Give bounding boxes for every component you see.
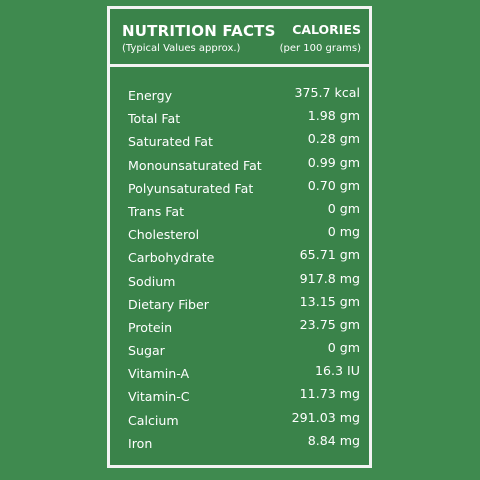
- nutrient-row-calcium: Calcium 291.03 mg: [128, 407, 360, 430]
- nutrient-value: 917.8 mg: [299, 270, 360, 286]
- nutrient-row-iron: Iron 8.84 mg: [128, 430, 360, 453]
- nutrition-subtitle: (Typical Values approx.): [122, 43, 241, 54]
- nutrient-name: Energy: [128, 88, 173, 103]
- nutrient-value: 0 gm: [327, 200, 360, 216]
- nutrient-row-energy: Energy 375.7 kcal: [128, 82, 360, 105]
- nutrient-value: 291.03 mg: [291, 409, 360, 425]
- nutrient-name: Carbohydrate: [128, 250, 215, 266]
- nutrient-name: Protein: [128, 319, 173, 335]
- nutrient-value: 0.70 gm: [307, 177, 360, 193]
- nutrient-row-carbohydrate: Carbohydrate 65.71 gm: [128, 244, 360, 267]
- nutrient-value: 0 mg: [327, 224, 360, 240]
- nutrient-row-vitamin-a: Vitamin-A 16.3 IU: [128, 360, 360, 383]
- nutrition-title: NUTRITION FACTS: [122, 22, 276, 40]
- nutrient-name: Iron: [128, 435, 153, 451]
- nutrient-name: Total Fat: [128, 111, 181, 127]
- nutrient-name: Vitamin-A: [128, 366, 190, 382]
- nutrient-name: Sugar: [128, 343, 165, 359]
- nutrient-name: Vitamin-C: [128, 389, 190, 405]
- nutrient-value: 65.71 gm: [299, 247, 360, 263]
- nutrient-name: Cholesterol: [128, 227, 200, 243]
- nutrition-facts-panel: NUTRITION FACTS (Typical Values approx.)…: [107, 6, 372, 468]
- nutrient-value: 375.7 kcal: [294, 85, 361, 100]
- nutrient-row-saturated-fat: Saturated Fat 0.28 gm: [128, 128, 360, 151]
- nutrient-value: 0.28 gm: [307, 131, 360, 147]
- nutrient-row-cholesterol: Cholesterol 0 mg: [128, 221, 360, 244]
- nutrient-name: Sodium: [128, 273, 176, 289]
- nutrient-value: 0 gm: [327, 340, 360, 356]
- nutrient-value: 1.98 gm: [307, 108, 360, 124]
- nutrient-value: 0.99 gm: [307, 154, 360, 170]
- nutrient-name: Trans Fat: [128, 203, 185, 219]
- calories-subtitle: (per 100 grams): [279, 43, 361, 54]
- nutrient-name: Monounsaturated Fat: [128, 157, 262, 173]
- nutrient-row-trans-fat: Trans Fat 0 gm: [128, 198, 360, 221]
- nutrient-value: 23.75 gm: [299, 316, 360, 332]
- nutrient-name: Calcium: [128, 412, 179, 428]
- nutrient-row-dietary-fiber: Dietary Fiber 13.15 gm: [128, 291, 360, 314]
- nutrient-row-polyunsaturated-fat: Polyunsaturated Fat 0.70 gm: [128, 175, 360, 198]
- nutrient-name: Saturated Fat: [128, 134, 213, 150]
- nutrient-list: Energy 375.7 kcal Total Fat 1.98 gm Satu…: [128, 82, 360, 453]
- nutrient-value: 11.73 mg: [299, 386, 360, 402]
- nutrient-row-sodium: Sodium 917.8 mg: [128, 268, 360, 291]
- nutrient-row-total-fat: Total Fat 1.98 gm: [128, 105, 360, 128]
- nutrient-row-vitamin-c: Vitamin-C 11.73 mg: [128, 383, 360, 406]
- calories-title: CALORIES: [292, 22, 361, 37]
- nutrient-name: Dietary Fiber: [128, 296, 209, 312]
- nutrient-value: 8.84 mg: [307, 432, 360, 448]
- nutrition-header: NUTRITION FACTS (Typical Values approx.)…: [110, 9, 369, 67]
- nutrient-value: 16.3 IU: [315, 363, 360, 379]
- nutrient-row-protein: Protein 23.75 gm: [128, 314, 360, 337]
- nutrient-name: Polyunsaturated Fat: [128, 180, 254, 196]
- nutrient-row-monounsaturated-fat: Monounsaturated Fat 0.99 gm: [128, 152, 360, 175]
- nutrient-row-sugar: Sugar 0 gm: [128, 337, 360, 360]
- nutrient-value: 13.15 gm: [299, 293, 360, 309]
